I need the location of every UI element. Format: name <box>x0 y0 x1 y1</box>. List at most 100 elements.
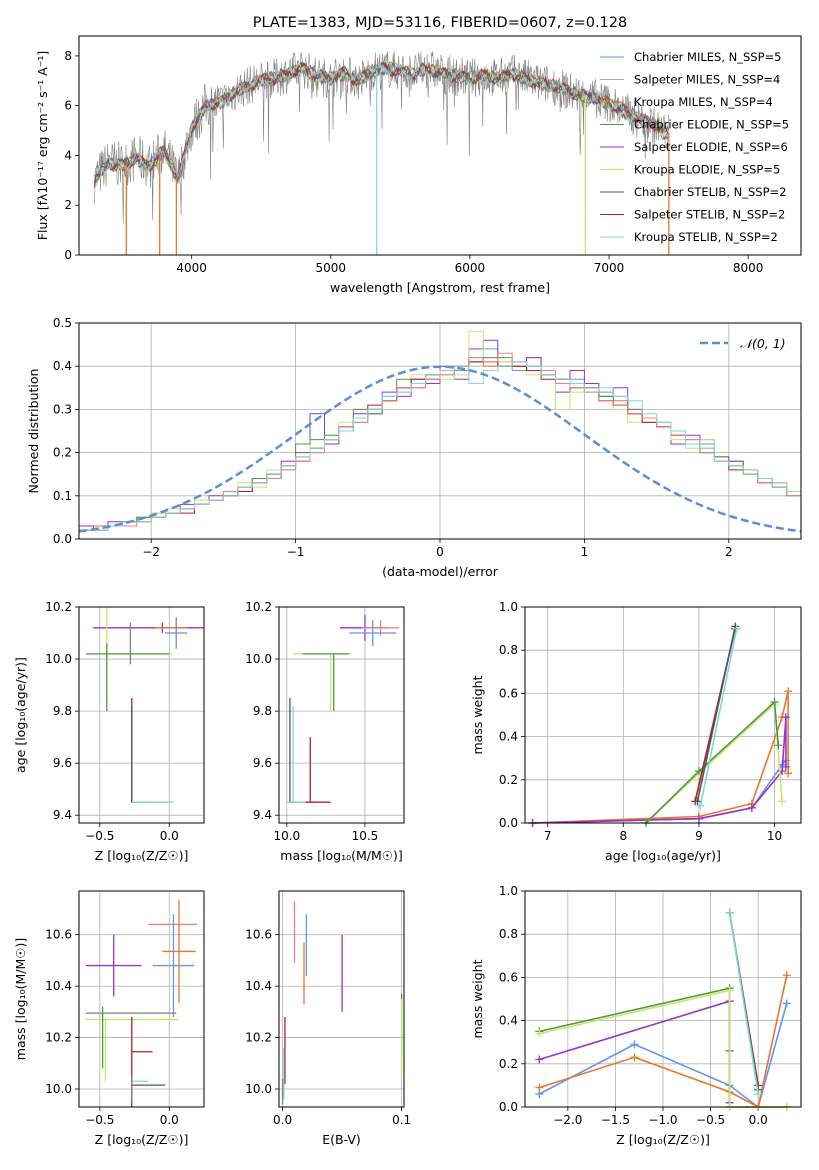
x-axis-label: age [log₁₀(age/yr)] <box>605 848 721 863</box>
weight-series-line <box>699 628 738 806</box>
x-axis-label: E(B-V) <box>322 1132 361 1147</box>
x-tick-label: 6000 <box>455 261 486 275</box>
y-tick-label: 10.0 <box>245 1082 272 1096</box>
y-tick-label: 10.4 <box>245 979 272 993</box>
x-tick-label: 4000 <box>176 261 207 275</box>
weight-point-marker <box>535 1055 544 1064</box>
weight-point-marker <box>782 971 791 980</box>
y-tick-label: 9.4 <box>253 808 272 822</box>
x-axis-label: mass [log₁₀(M/M☉)] <box>280 848 402 863</box>
weight-point-marker <box>747 803 756 812</box>
x-tick-label: 0.0 <box>160 829 179 843</box>
grid-lines <box>279 606 404 823</box>
y-tick-label: 0.5 <box>53 316 72 330</box>
axes-frame <box>524 606 802 824</box>
residuals-panel: −2 −1 0 1 2 0.0 0.1 0.2 0.3 0.4 0.5 (data-model)/er… <box>26 316 802 579</box>
axes-frame <box>524 890 802 1108</box>
chart-title: PLATE=1383, MJD=53116, FIBERID=0607, z=0… <box>253 15 627 31</box>
weight-series <box>535 997 734 1107</box>
weight-series <box>696 624 741 810</box>
residuals-legend: 𝒩(0, 1) <box>700 336 786 351</box>
x-axis-label: (data-model)/error <box>382 564 499 579</box>
x-tick-label: −0.5 <box>85 829 114 843</box>
x-tick-label: 8 <box>619 829 627 843</box>
y-tick-label: 10.2 <box>245 1031 272 1045</box>
axes-frame <box>78 322 802 540</box>
grid-lines <box>79 322 801 540</box>
weight-point-marker <box>725 908 734 917</box>
weight-point-marker <box>630 1053 639 1062</box>
spectrum-plot <box>93 50 670 255</box>
x-axis-label: Z [log₁₀(Z/Z☉)] <box>95 1132 189 1147</box>
weight-point-marker <box>781 762 790 771</box>
errorbar-plot <box>85 607 204 803</box>
x-axis-label: Z [log₁₀(Z/Z☉)] <box>95 848 189 863</box>
weight-point-marker <box>694 814 703 823</box>
weight-series-line <box>728 912 759 1095</box>
model-spectrum-line <box>93 62 670 180</box>
y-axis-label: Normed distribution <box>26 369 41 494</box>
y-tick-label: 9.6 <box>53 756 72 770</box>
y-tick-label: 0.8 <box>499 643 518 657</box>
y-tick-label: 0.0 <box>499 1100 518 1114</box>
weight-point-marker <box>693 797 702 806</box>
x-tick-label: −2.0 <box>553 1113 582 1127</box>
spectrum-panel: 4000 5000 6000 7000 8000 0 2 4 6 8 wavelength [Ang… <box>35 15 802 295</box>
mass-vs-EBV-panel: 0.0 0.1 10.0 10.2 10.4 10.6 E(B-V) <box>245 890 411 1147</box>
y-tick-label: 10.6 <box>45 928 72 942</box>
weight-plot <box>528 622 793 827</box>
errorbar-point <box>162 900 196 1003</box>
spectrum-legend: Chabrier MILES, N_SSP=5 Salpeter MILES, N… <box>600 50 789 244</box>
mass-vs-Z-panel: −0.5 0.0 10.0 10.2 10.4 10.6 Z [log₁₀(Z/Z☉)] ma… <box>13 890 205 1147</box>
weight-series <box>528 756 790 827</box>
y-axis-label: age [log₁₀(age/yr)] <box>13 657 28 773</box>
weight-series-line <box>645 700 780 824</box>
x-tick-label: 7 <box>544 829 552 843</box>
axes-frame <box>278 890 405 1108</box>
legend-label: Kroupa STELIB, N_SSP=2 <box>634 230 778 244</box>
errorbar-point <box>302 653 350 712</box>
y-tick-label: 10.2 <box>45 1031 72 1045</box>
errorbar-plot <box>286 614 400 803</box>
x-tick-label: −1.5 <box>601 1113 630 1127</box>
errorbar-point <box>152 914 195 1017</box>
legend-label: Chabrier STELIB, N_SSP=2 <box>634 185 786 199</box>
x-tick-label: 0.0 <box>160 1113 179 1127</box>
age-vs-mass-panel: 10.0 10.5 9.4 9.6 9.8 10.0 10.2 mass [log₁₀(M/M… <box>245 600 405 863</box>
weight-series-line <box>532 717 787 824</box>
y-axis-label: mass [log₁₀(M/M☉)] <box>13 938 28 1060</box>
y-tick-label: 10.2 <box>45 600 72 614</box>
x-tick-label: −1 <box>287 545 305 559</box>
y-tick-label: 9.8 <box>253 704 272 718</box>
x-tick-label: 10 <box>767 829 782 843</box>
y-tick-label: 2 <box>64 198 72 212</box>
x-tick-label: 9 <box>695 829 703 843</box>
y-tick-label: 10.2 <box>245 600 272 614</box>
grid-lines <box>79 891 204 1107</box>
errorbar-point <box>293 653 347 712</box>
errorbar-plot <box>281 901 403 1105</box>
errorbar-point <box>349 620 397 647</box>
errorbar-plot <box>85 900 198 1107</box>
y-tick-label: 9.6 <box>253 756 272 770</box>
x-tick-label: −2 <box>142 545 160 559</box>
y-tick-label: 0.1 <box>53 489 72 503</box>
y-axis-label: mass weight <box>470 959 485 1038</box>
y-tick-label: 0.2 <box>53 446 72 460</box>
x-tick-label: 0 <box>436 545 444 559</box>
weight-point-marker <box>725 986 734 995</box>
y-tick-label: 0.3 <box>53 402 72 416</box>
histogram-plot <box>79 331 801 539</box>
y-tick-label: 0.4 <box>53 359 72 373</box>
x-tick-label: 10.0 <box>273 829 300 843</box>
weight-series-line <box>532 691 789 824</box>
weight-series <box>725 908 763 1099</box>
x-tick-label: −0.5 <box>696 1113 725 1127</box>
normal-reference-curve <box>79 365 801 533</box>
y-tick-label: 0.6 <box>499 686 518 700</box>
errorbar-point <box>85 643 170 712</box>
y-tick-label: 10.4 <box>45 979 72 993</box>
weight-point-marker <box>784 687 793 696</box>
axes-frame <box>78 35 802 256</box>
y-tick-label: 0.8 <box>499 927 518 941</box>
